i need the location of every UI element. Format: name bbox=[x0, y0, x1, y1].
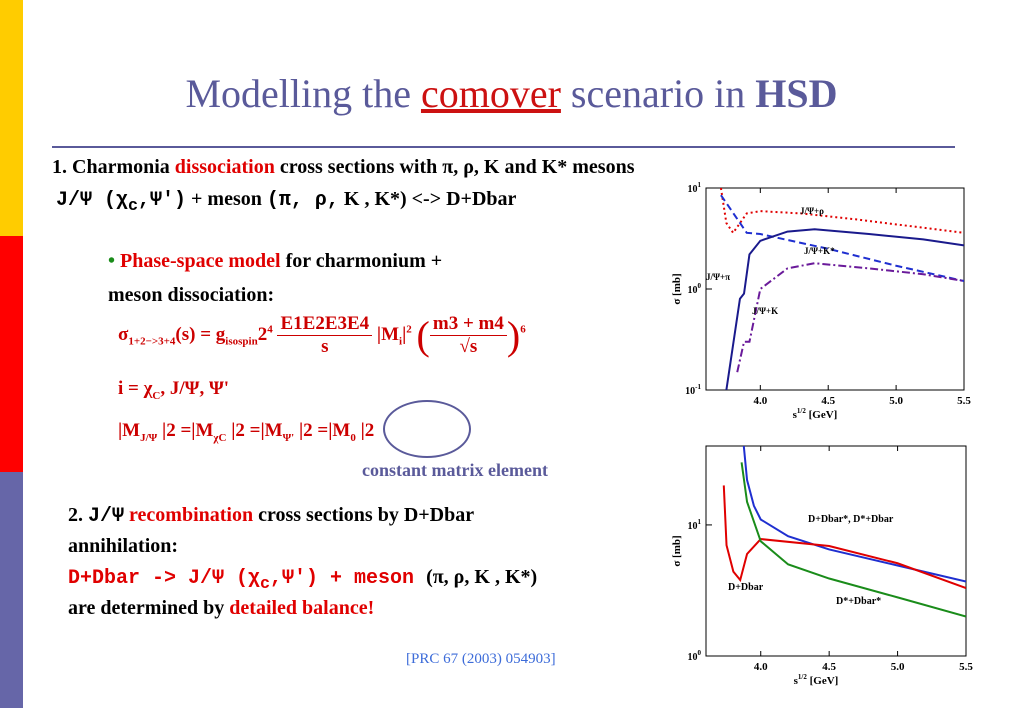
series-line-3 bbox=[736, 262, 964, 373]
series-label-3: J/Ψ+K bbox=[752, 306, 778, 316]
bullet-phase-space-line2: meson dissociation: bbox=[108, 284, 275, 306]
state-index-formula: i = χC, J/Ψ, Ψ' bbox=[118, 378, 230, 402]
y-tick-label: 10-1 bbox=[685, 383, 701, 397]
series-label-1: J/Ψ+K* bbox=[804, 246, 835, 256]
series-line-2 bbox=[740, 462, 966, 618]
series-label-0: J/Ψ+ρ bbox=[800, 206, 824, 216]
x-tick-label: 5.5 bbox=[959, 661, 973, 673]
cross-section-formula: σ1+2−>3+4(s) = gisospin24 E1E2E3E4 s |Mi|… bbox=[118, 313, 526, 358]
series-line-1 bbox=[720, 194, 964, 282]
section1-heading: 1. Charmonia dissociation cross sections… bbox=[52, 156, 635, 178]
series-label-0: D+Dbar*, D*+Dbar bbox=[808, 514, 894, 525]
section1-reaction: J/Ψ (χc,Ψ') + meson (π, ρ, K , K*) <-> D… bbox=[56, 188, 517, 216]
x-tick-label: 5.0 bbox=[889, 395, 903, 407]
section2-line2: annihilation: bbox=[68, 535, 179, 557]
plot-frame bbox=[705, 445, 967, 657]
matrix-element-formula: |MJ/Ψ |2 =|MχC |2 =|MΨ' |2 =|M0 |2 bbox=[118, 420, 375, 444]
section2-heading: 2. J/Ψ recombination cross sections by D… bbox=[68, 504, 475, 528]
x-axis-label: s1/2 [GeV] bbox=[794, 673, 839, 687]
y-tick-label: 100 bbox=[688, 649, 702, 663]
series-label-2: J/Ψ+π bbox=[706, 272, 730, 282]
title-highlight: comover bbox=[420, 71, 561, 116]
x-tick-label: 4.0 bbox=[753, 395, 767, 407]
x-tick-label: 5.5 bbox=[957, 395, 971, 407]
decor-bar-yellow bbox=[0, 0, 23, 236]
series-line-1 bbox=[722, 485, 966, 589]
x-tick-label: 5.0 bbox=[891, 661, 905, 673]
y-tick-label: 100 bbox=[688, 282, 702, 296]
y-axis-label: σ [mb] bbox=[671, 273, 683, 304]
y-axis-label: σ [mb] bbox=[671, 535, 683, 566]
chart-dissociation: 4.0 4.5 5.0 5.5 10-1 100 101 s1/2 [GeV] σ [mb] J/… bbox=[671, 181, 971, 421]
slide-title: Modelling the comover scenario in HSD bbox=[185, 71, 838, 116]
title-divider bbox=[52, 146, 955, 148]
matrix-element-highlight-ellipse bbox=[383, 400, 471, 458]
x-tick-label: 4.5 bbox=[821, 395, 835, 407]
x-axis-label: s1/2 [GeV] bbox=[793, 407, 838, 421]
decor-bar-red bbox=[0, 236, 23, 472]
series-line-2 bbox=[725, 228, 964, 390]
bullet-phase-space: • Phase-space model for charmonium + bbox=[108, 250, 443, 272]
decor-bar-purple bbox=[0, 472, 23, 708]
reference-citation: [PRC 67 (2003) 054903] bbox=[406, 651, 556, 667]
chart-recombination: 4.0 4.5 5.0 5.5 100 101 s1/2 [GeV] σ [mb] D+Dbar… bbox=[671, 445, 973, 687]
series-label-1: D+Dbar bbox=[728, 582, 764, 593]
series-line-0 bbox=[742, 446, 966, 583]
constant-matrix-element-note: constant matrix element bbox=[362, 460, 548, 480]
series-label-2: D*+Dbar* bbox=[836, 596, 881, 607]
x-tick-label: 4.5 bbox=[822, 661, 836, 673]
y-tick-label: 101 bbox=[688, 518, 702, 532]
section2-line4: are determined by detailed balance! bbox=[68, 597, 375, 619]
y-tick-label: 101 bbox=[688, 181, 702, 195]
x-tick-label: 4.0 bbox=[754, 661, 768, 673]
series-line-0 bbox=[719, 188, 964, 235]
section2-reaction: D+Dbar -> J/Ψ (χc,Ψ') + meson (π, ρ, K ,… bbox=[68, 566, 538, 594]
